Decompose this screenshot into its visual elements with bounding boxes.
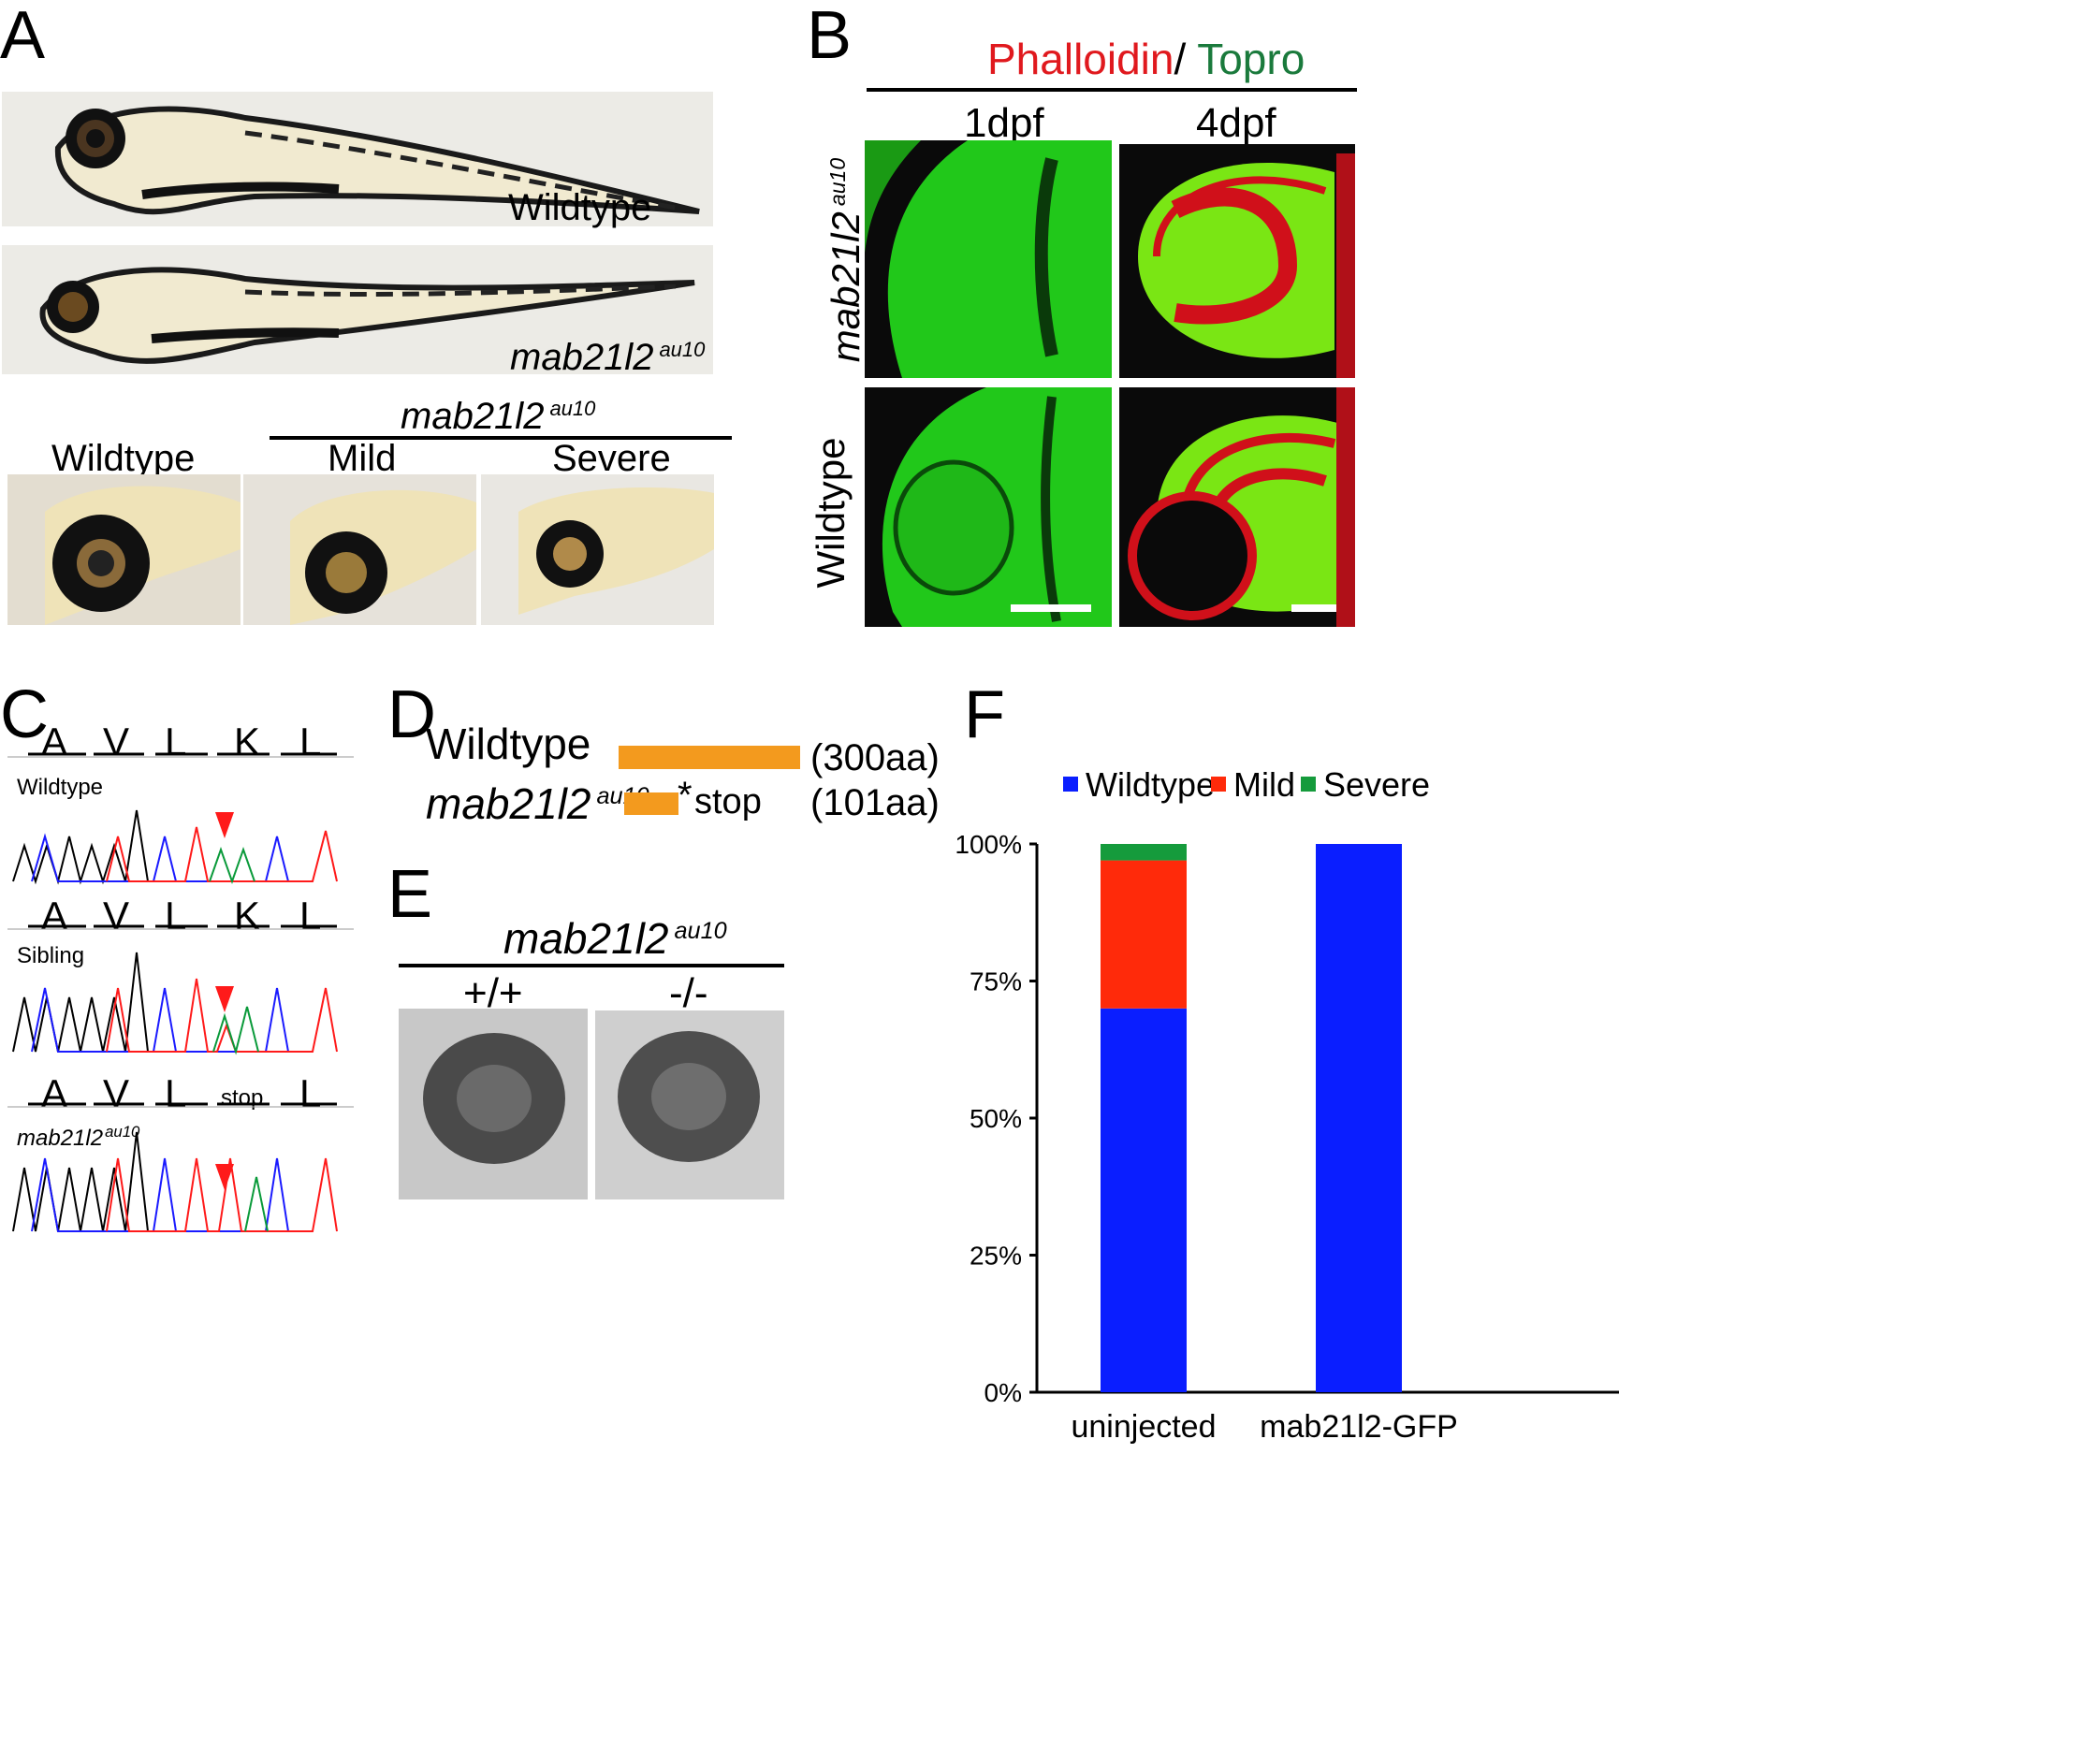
stain-phalloidin: Phalloidin — [987, 35, 1174, 83]
wildtype-larva-drawing — [54, 106, 700, 215]
closeup-group-title: mab21l2 au10 — [401, 396, 596, 437]
scale-bar-1dpf — [1011, 604, 1091, 612]
y-tick-label-2: 50% — [970, 1104, 1022, 1133]
protein-bar-wildtype — [619, 746, 800, 769]
legend-swatch-severe — [1301, 777, 1316, 792]
x-category-label-1: mab21l2-GFP — [1260, 1409, 1458, 1445]
wildtype-larva-image — [2, 92, 713, 226]
column-label-1dpf: 1dpf — [964, 100, 1044, 146]
closeup-label-severe: Severe — [552, 438, 671, 479]
track-label-sibling: Sibling — [17, 943, 85, 968]
protein-length-wildtype: (300aa) — [810, 737, 940, 778]
confocal-wildtype-1dpf-drawing — [882, 387, 1112, 627]
bar-uninjected-mild — [1101, 860, 1187, 1009]
genotype-group-title: mab21l2 au10 — [503, 914, 727, 963]
eye-image-wt — [399, 1009, 588, 1199]
closeup-group-line — [270, 436, 732, 440]
legend-label-mild: Mild — [1233, 765, 1296, 804]
mutant-larva-label: mab21l2 au10 — [510, 337, 706, 378]
row-label-wildtype: Wildtype — [809, 437, 853, 589]
closeup-severe-image — [481, 474, 714, 625]
closeup-severe-drawing — [518, 487, 714, 615]
confocal-mutant-1dpf — [865, 140, 1112, 378]
stacked-bar-chart: 0% 25% 50% 75% 100% uninjected mab21l2-GFP — [955, 830, 1619, 1445]
legend-swatch-wildtype — [1063, 777, 1078, 792]
aa-wt-4: L — [299, 720, 322, 763]
row-label-mutant: mab21l2au10 — [824, 157, 868, 363]
y-tick-label-1: 25% — [970, 1242, 1022, 1271]
bar-mab21l2-GFP-wildtype — [1316, 844, 1402, 1392]
wildtype-larva-label: Wildtype — [508, 187, 652, 228]
panel-letter-a: A — [0, 0, 46, 73]
closeup-label-wildtype: Wildtype — [51, 438, 196, 479]
protein-label-mutant: mab21l2 au10 — [426, 779, 649, 828]
aa-wt-2: L — [165, 720, 187, 763]
stain-separator: / — [1174, 35, 1187, 83]
legend-label-severe: Severe — [1323, 765, 1431, 804]
codon-underlines-mut — [7, 1102, 354, 1108]
closeup-wildtype-drawing — [45, 486, 241, 625]
legend-swatch-mild — [1211, 777, 1226, 792]
stop-asterisk: * — [678, 775, 693, 816]
closeup-label-mild: Mild — [328, 438, 397, 479]
track-label-mutant: mab21l2 au10 — [17, 1123, 140, 1151]
confocal-mutant-4dpf-drawing — [1138, 153, 1355, 378]
eye-image-mut — [595, 1010, 784, 1199]
panel-letter-b: B — [807, 0, 853, 73]
y-tick-label-3: 75% — [970, 967, 1022, 996]
closeup-wildtype-image — [7, 474, 241, 625]
stain-legend: Phalloidin/ Topro — [987, 37, 1305, 80]
panel-letter-d: D — [387, 677, 436, 752]
y-tick-label-0: 0% — [984, 1378, 1022, 1407]
panel-letter-f: F — [964, 677, 1005, 752]
protein-length-mutant: (101aa) — [810, 782, 940, 823]
codon-underlines-sib — [7, 924, 354, 930]
confocal-wildtype-4dpf — [1119, 387, 1355, 627]
panel-letter-e: E — [387, 857, 433, 932]
chromatogram-wildtype — [12, 809, 338, 885]
mutant-larva-drawing — [39, 267, 695, 364]
bar-uninjected-severe — [1101, 844, 1187, 861]
bar-uninjected-wildtype — [1101, 1008, 1187, 1392]
legend-label-wildtype: Wildtype — [1086, 765, 1216, 804]
confocal-mutant-1dpf-drawing — [865, 140, 1112, 378]
mutation-arrow-sibling — [215, 986, 234, 1012]
genotype-mut: -/- — [669, 970, 708, 1016]
codon-underlines-wt — [7, 752, 354, 758]
y-tick-label-4: 100% — [955, 830, 1022, 859]
confocal-mutant-4dpf — [1119, 144, 1355, 378]
stain-legend-line — [867, 88, 1357, 92]
genotype-wt: +/+ — [463, 970, 523, 1016]
scale-bar-4dpf — [1291, 604, 1336, 612]
protein-label-wildtype: Wildtype — [426, 720, 591, 768]
chromatogram-mutant — [12, 1131, 338, 1232]
mutation-arrow-wildtype — [215, 812, 234, 838]
chromatogram-sibling — [12, 952, 338, 1055]
x-category-label-0: uninjected — [1071, 1409, 1216, 1445]
closeup-mild-image — [243, 474, 476, 625]
eye-image-wt-drawing — [423, 1033, 565, 1164]
mutant-larva-image — [2, 245, 713, 374]
column-label-4dpf: 4dpf — [1196, 100, 1276, 146]
confocal-wildtype-4dpf-drawing — [1128, 387, 1355, 627]
genotype-group-line — [399, 964, 784, 967]
confocal-wildtype-1dpf — [865, 387, 1112, 627]
eye-image-mut-drawing — [618, 1031, 760, 1162]
track-label-wildtype: Wildtype — [17, 775, 104, 800]
protein-bar-mutant — [624, 792, 678, 815]
mutation-arrow-mutant — [215, 1164, 234, 1190]
closeup-mild-drawing — [290, 489, 476, 625]
stain-topro: Topro — [1197, 35, 1305, 83]
stop-label: stop — [694, 782, 762, 821]
panel-letter-c: C — [0, 677, 49, 752]
